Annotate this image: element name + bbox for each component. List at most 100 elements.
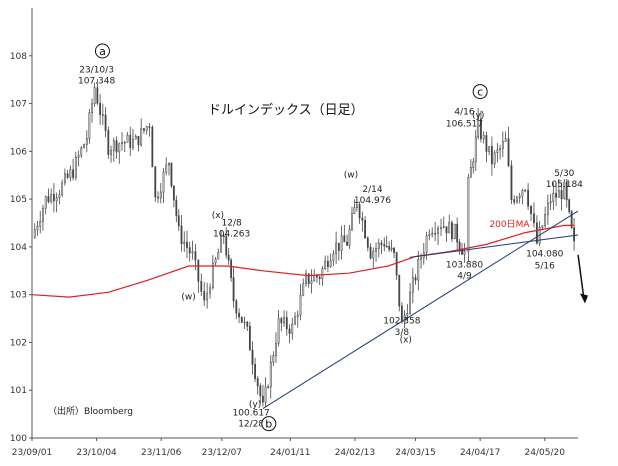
candle-body [36,226,39,231]
candle-body [175,199,178,216]
candle-body [326,261,329,268]
candle-body [456,223,459,243]
wave-circle [94,43,110,59]
candle-body [546,202,549,215]
data-label: 103.880 [446,260,483,270]
y-tick-label: 101 [10,386,27,396]
candle-body [406,313,409,316]
candle-body [353,207,356,214]
candle-body [434,233,437,235]
candle-body [346,241,348,246]
candle-body [428,234,431,237]
candle-body [383,244,386,247]
candle-body [72,169,74,178]
candle-body [262,395,264,403]
y-axis: 100 101 102 103 104 105 106 107 108 [10,52,32,444]
candle-body [510,165,513,200]
source-note: （出所）Bloomberg [48,405,133,417]
candle-body [194,251,197,261]
candle-body [504,138,507,142]
x-tick-label: 24/04/17 [460,448,500,458]
data-label: 107.348 [78,76,115,86]
candle-body [74,157,77,178]
candle-body [310,280,313,284]
x-tick-label: 23/09/01 [12,448,52,458]
candle-body [172,185,175,201]
candle-body [33,229,36,238]
candle-body [283,317,285,324]
candle-body [453,223,456,240]
candle-body [101,114,104,116]
wave-label: (x) [400,335,412,345]
candle-body [230,259,233,278]
candle-body [482,135,485,140]
candle-body [235,300,238,314]
candle-body [88,112,91,139]
candle-body [366,237,369,248]
x-axis: 23/09/01 23/10/04 23/11/06 23/12/07 24/01/11… [12,438,565,458]
candle-body [549,201,552,204]
candle-body [409,291,411,314]
candle-body [477,118,480,138]
candle-body [372,250,375,259]
candle-body [496,149,499,154]
candle-body [358,204,361,219]
candle-body [63,173,66,184]
candle-body [521,190,524,197]
candle-body [209,287,211,294]
candle-body [445,226,448,234]
candle-body [536,222,538,244]
candle-body [83,144,85,149]
candle-body [420,257,422,260]
candle-body [480,118,482,140]
candle-body [490,146,493,165]
candle-body [159,191,162,199]
y-tick-label: 106 [10,147,27,157]
candle-body [305,273,307,285]
candle-body [488,146,491,152]
candle-body [50,193,53,202]
candle-body [369,247,372,259]
trendline [409,234,579,258]
candle-body [285,317,288,330]
y-tick-label: 104 [10,243,27,253]
candle-body [96,87,99,104]
arrow-head [580,293,588,304]
candle-body [393,247,395,253]
y-tick-label: 105 [10,195,27,205]
candle-body [380,242,383,245]
candle-body [299,294,302,316]
candle-body [200,281,203,292]
candle-body [140,128,143,146]
candle-body [143,128,145,131]
candle-body [332,253,335,262]
y-tick-label: 100 [10,434,27,444]
candle-body [214,258,217,264]
candle-body [318,276,321,280]
candle-body [259,385,262,397]
y-tick-label: 103 [10,291,27,301]
y-tick-label: 107 [10,100,27,110]
wave-circle [261,416,277,432]
candle-body [375,248,377,252]
candle-body [180,225,183,244]
x-tick-label: 23/12/07 [202,448,242,458]
candle-body [296,314,299,318]
candle-body [272,355,275,363]
candle-body [533,213,535,224]
candle-body [123,141,126,144]
candle-body [227,254,230,261]
candle-body [565,181,568,200]
candle-body [541,225,544,228]
candle-body [42,207,44,222]
candle-body [329,260,332,268]
candle-body [568,199,571,212]
candle-body [403,315,406,322]
candle-body [53,193,55,202]
candle-body [417,258,420,281]
candle-body [527,189,529,207]
x-tick-label: 24/03/15 [395,448,435,458]
candle-body [448,222,451,234]
